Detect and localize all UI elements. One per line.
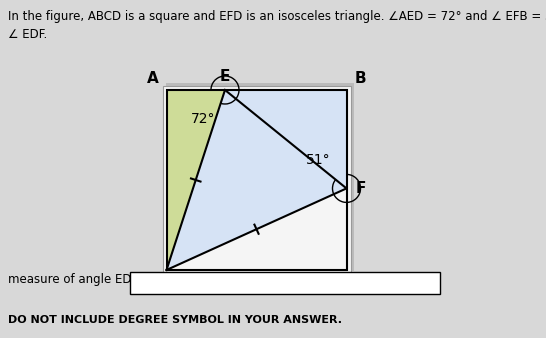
Text: ∠ EDF.: ∠ EDF. xyxy=(8,28,48,41)
Polygon shape xyxy=(167,90,225,270)
FancyBboxPatch shape xyxy=(165,83,353,271)
Text: D: D xyxy=(146,274,159,289)
Text: B: B xyxy=(355,71,366,86)
Text: In the figure, ABCD is a square and EFD is an isosceles triangle. ∠AED = 72° and: In the figure, ABCD is a square and EFD … xyxy=(8,10,546,23)
Text: F: F xyxy=(355,181,366,196)
Text: measure of angle EDF =: measure of angle EDF = xyxy=(8,273,152,287)
Text: A: A xyxy=(147,71,158,86)
Text: 72°: 72° xyxy=(191,112,215,126)
Polygon shape xyxy=(167,90,347,270)
Text: C: C xyxy=(355,274,366,289)
Text: 51°: 51° xyxy=(306,153,331,167)
FancyBboxPatch shape xyxy=(130,272,440,294)
Text: E: E xyxy=(220,69,230,84)
FancyBboxPatch shape xyxy=(163,86,351,274)
Text: DO NOT INCLUDE DEGREE SYMBOL IN YOUR ANSWER.: DO NOT INCLUDE DEGREE SYMBOL IN YOUR ANS… xyxy=(8,315,342,325)
